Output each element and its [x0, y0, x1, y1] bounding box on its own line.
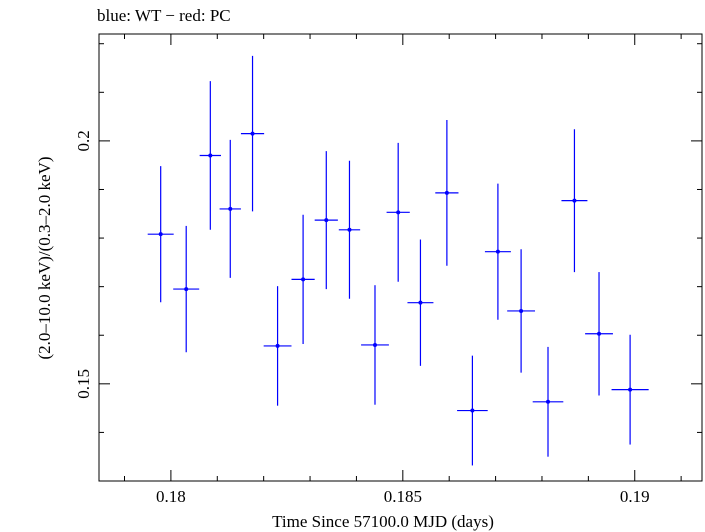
- point-marker: [275, 343, 280, 348]
- point-marker: [372, 342, 377, 347]
- data-point: [263, 286, 292, 406]
- x-tick-label: 0.18: [156, 487, 186, 506]
- axis-tick-labels: 0.18 0.185 0.19 0.15 0.2: [74, 130, 650, 506]
- data-point: [407, 239, 434, 366]
- data-point: [240, 55, 265, 212]
- point-marker: [324, 218, 329, 223]
- x-tick-label: 0.185: [384, 487, 422, 506]
- point-marker: [444, 190, 449, 195]
- data-point: [507, 249, 536, 373]
- point-marker: [208, 153, 213, 158]
- y-tick-label: 0.2: [74, 130, 93, 151]
- data-point: [361, 285, 389, 405]
- point-marker: [347, 227, 352, 232]
- point-marker: [301, 277, 306, 282]
- data-point: [585, 272, 613, 396]
- point-marker: [572, 198, 577, 203]
- data-point: [457, 355, 488, 466]
- chart-title: blue: WT − red: PC: [97, 6, 231, 25]
- data-point: [386, 142, 410, 282]
- data-point: [611, 334, 649, 445]
- data-point: [291, 214, 315, 344]
- x-axis-label: Time Since 57100.0 MJD (days): [272, 512, 494, 531]
- point-marker: [250, 131, 255, 136]
- point-marker: [418, 300, 423, 305]
- point-marker: [495, 249, 500, 254]
- point-marker: [158, 232, 163, 237]
- point-marker: [228, 206, 233, 211]
- data-point: [435, 119, 459, 266]
- point-marker: [546, 399, 551, 404]
- data-point: [532, 346, 564, 457]
- data-point: [484, 183, 511, 320]
- data-point: [199, 81, 221, 230]
- point-marker: [628, 387, 633, 392]
- axis-ticks: [99, 34, 702, 482]
- data-point: [314, 151, 338, 290]
- point-marker: [597, 331, 602, 336]
- point-marker: [470, 408, 475, 413]
- data-point: [173, 225, 200, 353]
- data-point: [147, 166, 174, 303]
- plot-frame: [98, 33, 703, 482]
- y-tick-label: 0.15: [74, 369, 93, 399]
- y-axis-label: (2.0–10.0 keV)/(0.3–2.0 keV): [35, 156, 54, 359]
- point-marker: [396, 210, 401, 215]
- data-point: [219, 139, 241, 278]
- data-point: [338, 160, 361, 299]
- data-point: [561, 129, 588, 273]
- data-marks: [147, 55, 649, 466]
- point-marker: [519, 308, 524, 313]
- x-tick-label: 0.19: [620, 487, 650, 506]
- point-marker: [184, 287, 189, 292]
